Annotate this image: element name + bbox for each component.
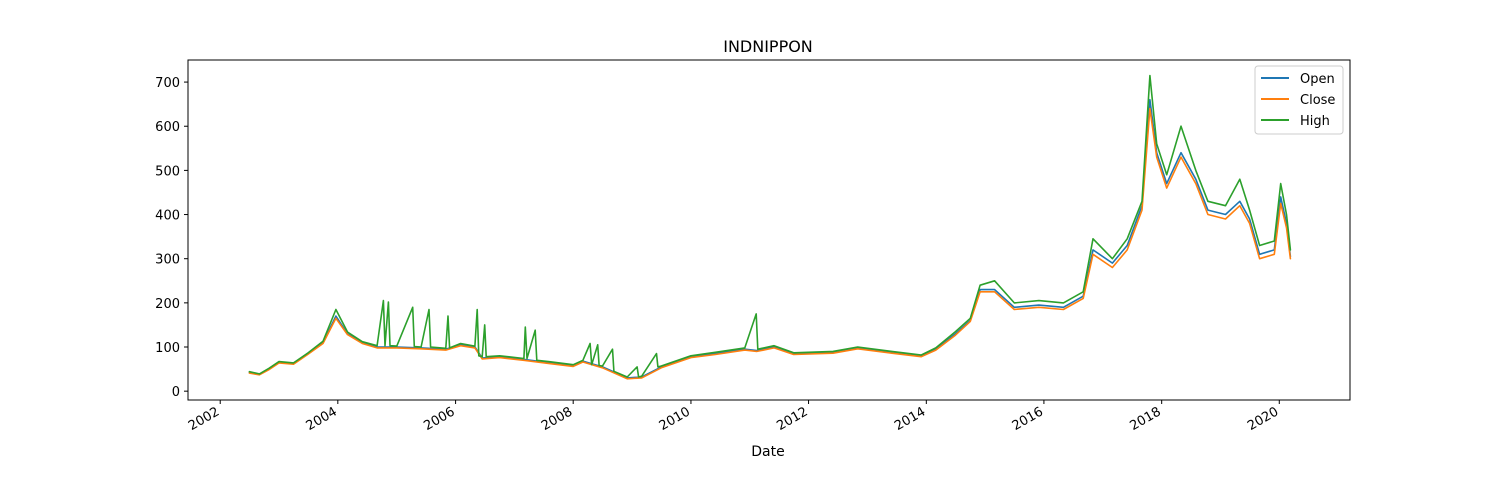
y-tick-label: 300 (155, 253, 180, 268)
plot-frame (187, 59, 1351, 401)
legend-label: High (1300, 114, 1330, 129)
x-tick-label: 2002 (186, 404, 222, 434)
x-tick-label: 2012 (774, 404, 810, 434)
legend: Open Close High (1254, 65, 1344, 135)
x-tick-label: 2018 (1128, 404, 1164, 434)
x-tick-label: 2020 (1245, 404, 1281, 434)
x-axis-label: Date (751, 444, 784, 460)
x-tick-label: 2016 (1010, 404, 1046, 434)
legend-label: Open (1300, 72, 1335, 87)
legend-box (1254, 65, 1344, 135)
x-tick-label: 2014 (892, 404, 928, 434)
x-tick-label: 2008 (539, 404, 575, 434)
y-tick-label: 700 (155, 76, 180, 91)
series-line-open (248, 98, 1292, 379)
y-tick-label: 200 (155, 297, 180, 312)
x-tick-label: 2006 (421, 404, 457, 434)
chart-title: INDNIPPON (723, 37, 813, 56)
series-line-high (248, 74, 1292, 378)
series-line-close (248, 107, 1292, 380)
x-tick-label: 2010 (657, 404, 693, 434)
y-tick-label: 0 (172, 385, 180, 400)
x-tick-label: 2004 (304, 404, 340, 434)
y-tick-label: 400 (155, 209, 180, 224)
y-tick-label: 500 (155, 164, 180, 179)
y-tick-label: 600 (155, 120, 180, 135)
y-tick-label: 100 (155, 341, 180, 356)
legend-label: Close (1300, 93, 1335, 108)
